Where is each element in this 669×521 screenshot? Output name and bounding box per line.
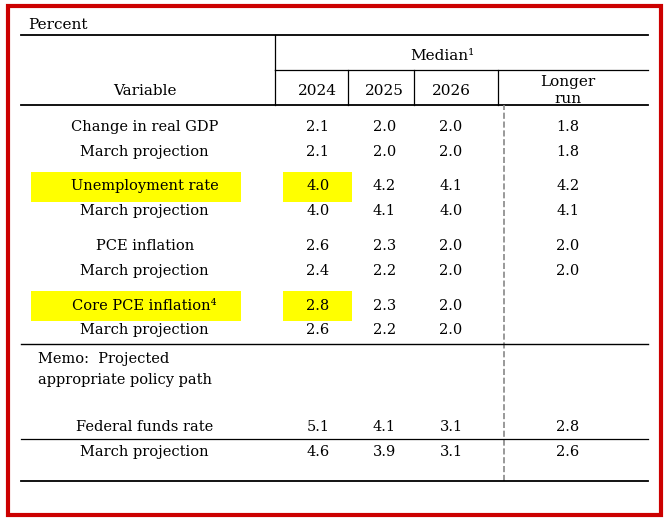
- Text: 2.8: 2.8: [556, 420, 579, 435]
- Text: 2.3: 2.3: [373, 239, 396, 253]
- Text: 4.2: 4.2: [556, 179, 579, 193]
- Text: Unemployment rate: Unemployment rate: [71, 179, 219, 193]
- Text: March projection: March projection: [80, 145, 209, 159]
- Text: 2026: 2026: [432, 83, 470, 97]
- Text: PCE inflation: PCE inflation: [96, 239, 194, 253]
- Text: 2.0: 2.0: [440, 324, 463, 338]
- Text: 2.6: 2.6: [556, 445, 579, 459]
- Text: 4.2: 4.2: [373, 179, 396, 193]
- Text: 2.4: 2.4: [306, 264, 329, 278]
- Text: 1.8: 1.8: [556, 120, 579, 134]
- Text: 4.0: 4.0: [306, 179, 329, 193]
- Text: 2.6: 2.6: [306, 324, 329, 338]
- Text: 3.9: 3.9: [373, 445, 396, 459]
- Text: 2.2: 2.2: [373, 264, 396, 278]
- Text: 2.0: 2.0: [440, 120, 463, 134]
- Text: 2.0: 2.0: [440, 145, 463, 159]
- Text: 2.0: 2.0: [440, 299, 463, 313]
- Text: 2.0: 2.0: [440, 264, 463, 278]
- Text: 4.1: 4.1: [440, 179, 462, 193]
- Text: 1.8: 1.8: [556, 145, 579, 159]
- Text: 4.0: 4.0: [440, 204, 463, 218]
- Text: 2.0: 2.0: [556, 239, 579, 253]
- Text: March projection: March projection: [80, 445, 209, 459]
- FancyBboxPatch shape: [31, 291, 242, 321]
- Text: Memo:  Projected
appropriate policy path: Memo: Projected appropriate policy path: [38, 352, 212, 387]
- Text: March projection: March projection: [80, 264, 209, 278]
- Text: 2025: 2025: [365, 83, 404, 97]
- Text: 2.0: 2.0: [373, 145, 396, 159]
- Text: Change in real GDP: Change in real GDP: [71, 120, 218, 134]
- Text: 4.1: 4.1: [373, 420, 396, 435]
- FancyBboxPatch shape: [283, 291, 353, 321]
- Text: 4.1: 4.1: [373, 204, 396, 218]
- Text: 2.0: 2.0: [373, 120, 396, 134]
- Text: Median¹: Median¹: [411, 49, 475, 63]
- Text: 2.1: 2.1: [306, 120, 329, 134]
- Text: 4.1: 4.1: [556, 204, 579, 218]
- Text: 2.2: 2.2: [373, 324, 396, 338]
- Text: 3.1: 3.1: [440, 445, 463, 459]
- Text: 4.0: 4.0: [306, 204, 329, 218]
- Text: Longer
run: Longer run: [540, 76, 595, 106]
- Text: Federal funds rate: Federal funds rate: [76, 420, 213, 435]
- Text: 2.0: 2.0: [556, 264, 579, 278]
- Text: 2.8: 2.8: [306, 299, 329, 313]
- Text: March projection: March projection: [80, 204, 209, 218]
- FancyBboxPatch shape: [31, 172, 242, 202]
- Text: 2024: 2024: [298, 83, 337, 97]
- Text: 4.6: 4.6: [306, 445, 329, 459]
- Text: Percent: Percent: [28, 18, 88, 32]
- Text: 5.1: 5.1: [306, 420, 329, 435]
- Text: March projection: March projection: [80, 324, 209, 338]
- Text: Variable: Variable: [113, 83, 177, 97]
- Text: 2.0: 2.0: [440, 239, 463, 253]
- Text: 2.6: 2.6: [306, 239, 329, 253]
- FancyBboxPatch shape: [283, 172, 353, 202]
- Text: 2.3: 2.3: [373, 299, 396, 313]
- Text: 2.1: 2.1: [306, 145, 329, 159]
- Text: Core PCE inflation⁴: Core PCE inflation⁴: [72, 299, 217, 313]
- Text: 3.1: 3.1: [440, 420, 463, 435]
